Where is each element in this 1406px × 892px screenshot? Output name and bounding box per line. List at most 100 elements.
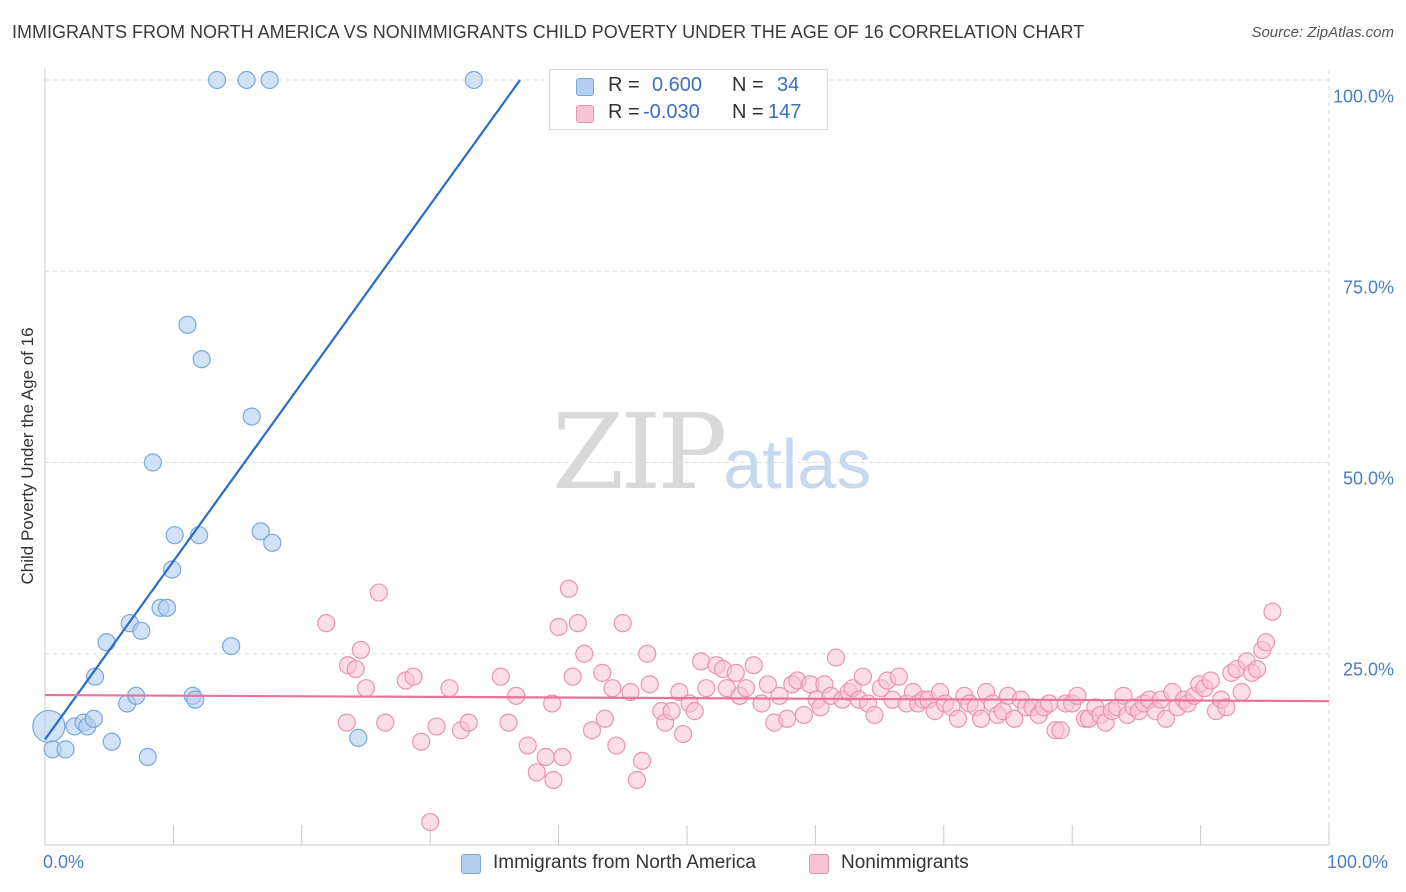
chart-title: IMMIGRANTS FROM NORTH AMERICA VS NONIMMI… [12,22,1085,42]
nonimmigrants-point [674,724,693,744]
nonimmigrants-point [889,667,908,686]
nonimmigrants-point [758,675,777,694]
nonimmigrants-point [1232,682,1251,702]
y-axis-title: Child Poverty Under the Age of 16 [18,327,37,585]
legend-r-value: -0.030 [643,101,700,123]
nonimmigrants-point [744,656,763,675]
legend-n-value: 34 [777,74,800,96]
watermark: ZIPatlas [552,400,871,505]
nonimmigrants-point [337,713,356,732]
nonimmigrants-point [853,667,873,686]
nonimmigrants-point [317,614,336,633]
nonimmigrants-point [553,747,572,767]
immigrants-point [349,728,368,748]
legend-n-label: N = [732,74,764,96]
immigrants-trend-line [44,79,521,741]
nonimmigrants-point [593,663,612,682]
nonimmigrants-point [582,721,602,740]
nonimmigrants-point [865,705,884,725]
legend-r-label: R = [608,74,640,96]
nonimmigrants-point [536,747,555,767]
legend-swatch-blue [576,78,594,96]
nonimmigrants-point [575,644,594,663]
immigrants-point [242,407,261,426]
nonimmigrants-point [948,709,968,728]
immigrants-point [138,747,157,767]
immigrants-point [32,709,66,744]
nonimmigrants-point [971,709,991,728]
immigrants-point [143,453,162,472]
nonimmigrants-point [544,770,563,790]
nonimmigrants-point [736,679,756,698]
immigrants-point [56,740,75,759]
immigrants-point [237,70,256,90]
correlation-legend: R = 0.600 N = 34 R = -0.030 N = 147 [549,69,828,130]
nonimmigrants-point [607,736,626,755]
nonimmigrants-point [518,736,537,755]
nonimmigrants-point [726,663,745,682]
nonimmigrants-point [627,770,647,790]
nonimmigrants-point [595,709,614,728]
legend-swatch-pink [576,105,594,123]
y-tick-50: 50.0% [1342,468,1394,489]
immigrants-point [97,633,116,652]
immigrants-point [251,522,270,541]
immigrants-point [186,690,205,709]
nonimmigrants-point [351,640,370,660]
immigrants-point [263,533,282,552]
legend-n-value: 147 [768,101,802,123]
legend-n-label: N = [732,101,764,123]
immigrants-point [192,350,211,369]
nonimmigrants-point [1068,686,1087,705]
watermark-atlas: atlas [723,425,872,503]
nonimmigrants-point [412,732,431,751]
source-label: Source: ZipAtlas.com [1251,24,1394,41]
nonimmigrants-point [1263,602,1282,621]
nonimmigrants-point [1217,698,1236,717]
trend-lines [44,79,1330,741]
nonimmigrants-point [499,713,518,732]
legend-row-nonimmigrants: R = -0.030 N = 147 [550,101,827,127]
legend-row-immigrants: R = 0.600 N = 34 [550,74,827,100]
nonimmigrants-point [421,812,440,832]
nonimmigrants-point [1256,633,1276,652]
nonimmigrants-point [794,705,813,725]
y-tick-25: 25.0% [1342,659,1394,680]
bottom-legend-swatch-blue [461,854,481,874]
nonimmigrants-point [640,675,659,694]
nonimmigrants-point [1247,659,1267,679]
immigrants-point [84,709,103,728]
nonimmigrants-point [778,709,797,728]
nonimmigrants-point [1039,694,1059,713]
nonimmigrants-trend-line [44,693,1330,703]
nonimmigrants-point [603,679,622,698]
nonimmigrants-point [491,667,510,686]
y-tick-75: 75.0% [1342,277,1394,298]
nonimmigrants-point [1156,709,1176,728]
immigrants-point [464,70,483,90]
nonimmigrants-point [632,751,652,770]
immigrants-point [102,732,121,751]
nonimmigrants-point [662,702,681,721]
immigrants-point [165,526,184,545]
nonimmigrants-point [697,679,716,698]
immigrants-point [163,560,182,579]
bottom-legend-nonimmigrants: Nonimmigrants [841,852,969,873]
nonimmigrants-point [826,648,846,667]
legend-r-value: 0.600 [652,74,703,96]
nonimmigrants-points [317,579,1282,832]
nonimmigrants-point [527,763,546,782]
nonimmigrants-point [568,614,587,633]
nonimmigrants-point [459,713,478,732]
nonimmigrants-point [685,702,704,721]
nonimmigrants-point [1005,709,1024,728]
nonimmigrants-point [440,679,459,698]
nonimmigrants-point [621,682,640,702]
immigrants-point [260,70,279,90]
nonimmigrants-point [376,713,395,732]
nonimmigrants-point [563,667,582,686]
watermark-zip: ZIP [552,391,727,513]
bottom-legend-swatch-pink [809,854,829,874]
nonimmigrants-point [692,652,711,671]
